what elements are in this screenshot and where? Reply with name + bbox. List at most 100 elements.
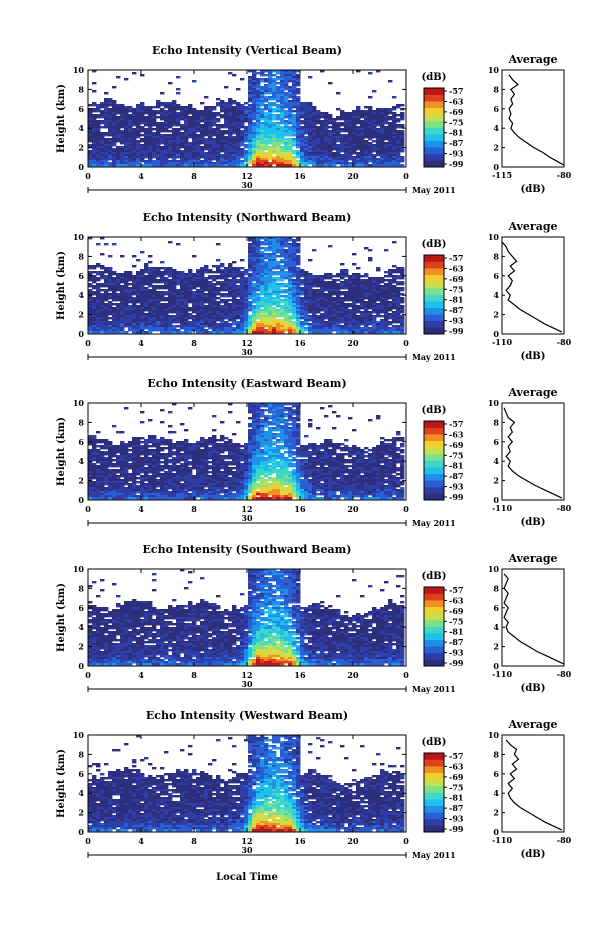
heatmap-cell (176, 108, 180, 110)
heatmap-cell (228, 72, 232, 74)
heatmap-cell (304, 329, 308, 331)
heatmap-cell (328, 122, 332, 124)
heatmap-cell (244, 120, 248, 122)
heatmap-cell (212, 265, 216, 267)
heatmap-cell (228, 295, 232, 297)
heatmap-cell (204, 148, 208, 150)
heatmap-cell (148, 285, 152, 287)
heatmap-cell (144, 112, 148, 114)
heatmap-cell (308, 162, 312, 164)
heatmap-cell (344, 287, 348, 289)
heatmap-cell (328, 164, 332, 166)
profile-y-tick-label: 6 (493, 104, 499, 114)
colorbar-swatch (424, 154, 444, 161)
heatmap-cell (96, 116, 100, 118)
heatmap-cell (332, 148, 336, 150)
colorbar-tick-label: -93 (449, 149, 464, 159)
heatmap-cell (344, 299, 348, 301)
heatmap-cell (400, 164, 404, 166)
heatmap-cell (400, 289, 404, 291)
x-tick-label: 4 (138, 171, 144, 181)
heatmap-cell (200, 142, 204, 144)
heatmap-cell (108, 331, 112, 333)
heatmap-cell (260, 305, 264, 307)
heatmap-cell (280, 261, 284, 263)
y-axis-label: Height (km) (56, 84, 67, 153)
heatmap-cell (152, 164, 156, 166)
heatmap-cell (236, 317, 240, 319)
heatmap-cell (336, 162, 340, 164)
heatmap-cell (104, 299, 108, 301)
heatmap-cell (172, 311, 176, 313)
heatmap-cell (336, 275, 340, 277)
heatmap-cell (292, 164, 296, 166)
heatmap-cell (128, 279, 132, 281)
heatmap-cell (388, 323, 392, 325)
heatmap-cell (356, 301, 360, 303)
heatmap-cell (168, 156, 172, 158)
heatmap-cell (212, 108, 216, 110)
heatmap-cell (340, 150, 344, 152)
heatmap-cell (164, 273, 168, 275)
heatmap-cell (104, 271, 108, 273)
heatmap-cell (388, 80, 392, 82)
heatmap-cell (240, 156, 244, 158)
heatmap-cells (88, 70, 404, 166)
heatmap-cell (380, 164, 384, 166)
heatmap-cell (400, 301, 404, 303)
heatmap-cell (96, 331, 100, 333)
heatmap-cell (248, 309, 252, 311)
heatmap-cell (336, 279, 340, 281)
heatmap-cell (360, 323, 364, 325)
heatmap-cell (168, 130, 172, 132)
heatmap-cell (108, 255, 112, 257)
heatmap-cell (152, 329, 156, 331)
heatmap-cell (160, 164, 164, 166)
profile-line (509, 75, 564, 165)
heatmap-cell (396, 271, 400, 273)
heatmap-cell (364, 247, 368, 249)
heatmap-cell (168, 164, 172, 166)
colorbar-swatch (424, 141, 444, 148)
heatmap-cell (116, 112, 120, 114)
heatmap-cell (184, 164, 188, 166)
heatmap-cell (100, 267, 104, 269)
heatmap-cell (100, 126, 104, 128)
heatmap-cell (268, 164, 272, 166)
heatmap-cell (128, 283, 132, 285)
heatmap-cell (176, 124, 180, 126)
heatmap-cell (276, 110, 280, 112)
heatmap-cell (104, 164, 108, 166)
heatmap-cell (296, 263, 300, 265)
heatmap-cell (168, 275, 172, 277)
panel-1: Echo Intensity (Northward Beam)0246810He… (56, 211, 572, 362)
heatmap-cell (160, 142, 164, 144)
heatmap-cell (132, 255, 136, 257)
heatmap-cell (316, 285, 320, 287)
heatmap-cell (124, 164, 128, 166)
heatmap-cell (256, 289, 260, 291)
heatmap-cell (212, 158, 216, 160)
heatmap-cell (280, 164, 284, 166)
heatmap-cell (176, 156, 180, 158)
heatmap-cell (368, 307, 372, 309)
heatmap-cell (140, 140, 144, 142)
heatmap-cell (252, 118, 256, 120)
profile-y-tick-label: 10 (488, 65, 500, 75)
colorbar-swatch (424, 101, 444, 108)
heatmap-cell (108, 289, 112, 291)
heatmap-cell (116, 299, 120, 301)
heatmap-cell (276, 251, 280, 253)
heatmap-cell (280, 255, 284, 257)
heatmap-cell (340, 263, 344, 265)
heatmap-cell (236, 164, 240, 166)
heatmap-cell (124, 78, 128, 80)
heatmap-cell (352, 263, 356, 265)
heatmap-cell (280, 315, 284, 317)
heatmap-cell (284, 116, 288, 118)
heatmap-cell (400, 150, 404, 152)
heatmap-cell (264, 249, 268, 251)
heatmap-cell (260, 164, 264, 166)
heatmap-cell (228, 164, 232, 166)
heatmap-cell (400, 104, 404, 106)
